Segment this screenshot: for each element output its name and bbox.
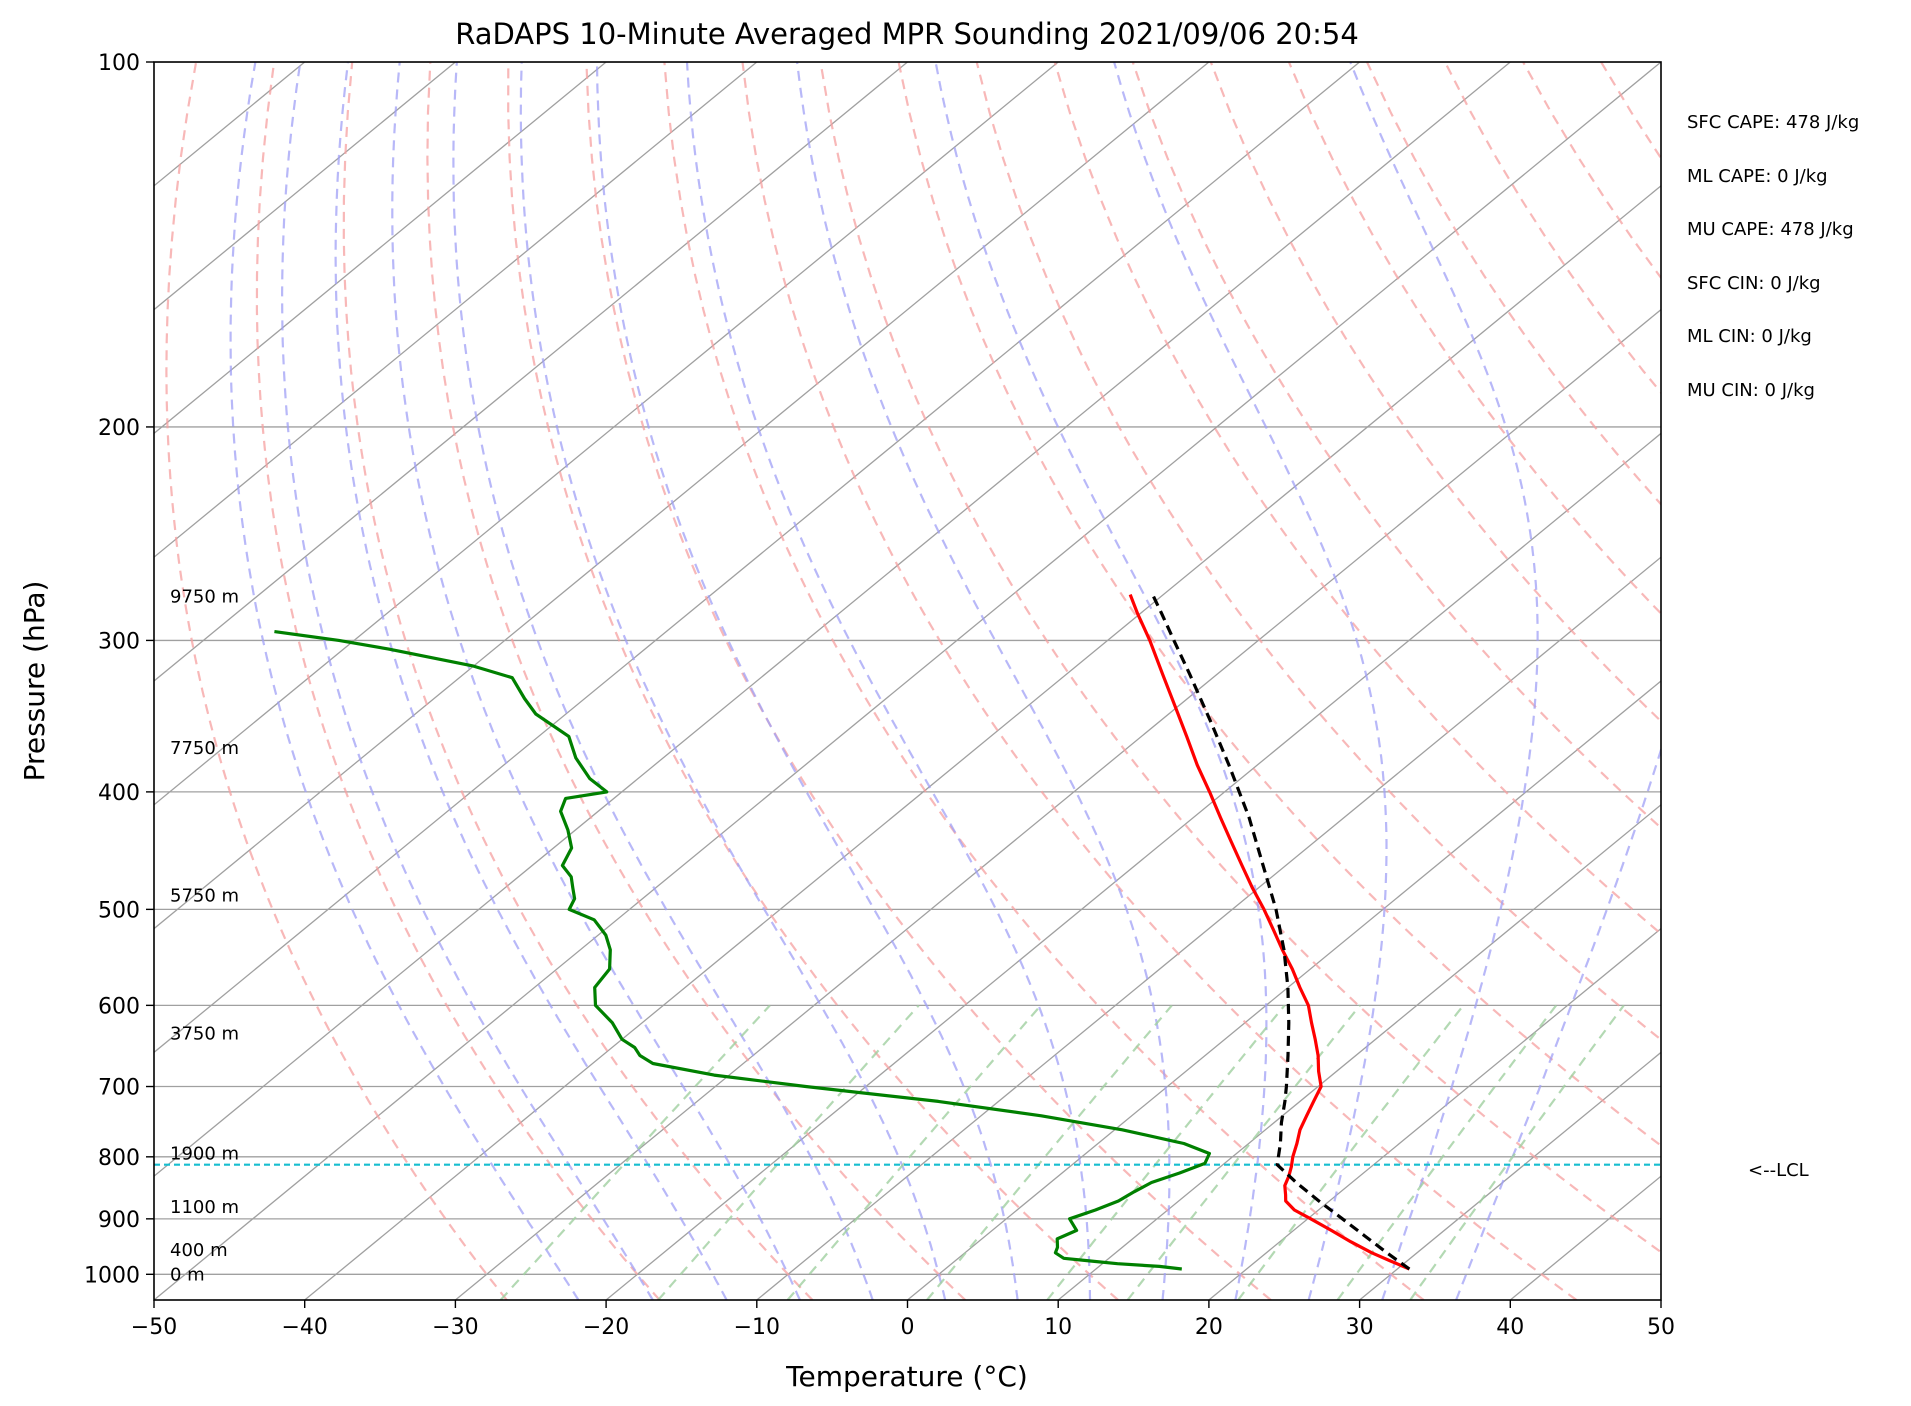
dry-adiabat <box>1131 62 1661 830</box>
mixing-ratio-line <box>1126 1004 1361 1300</box>
dry-adiabat <box>1053 62 1661 936</box>
isotherm-line <box>1208 927 1661 1300</box>
mixing-ratio-line <box>1046 1004 1286 1300</box>
stat-mu-cin: MU CIN: 0 J/kg <box>1687 380 1815 401</box>
dry-adiabat <box>507 62 1119 1300</box>
mixing-ratio-line <box>1409 1004 1625 1300</box>
isotherm-line <box>1660 1299 1661 1300</box>
isotherm-line <box>154 62 758 559</box>
x-tick-label: −10 <box>734 1315 780 1340</box>
moist-adiabat <box>229 62 580 1300</box>
mixing-ratio-line <box>657 1004 920 1300</box>
isotherm-line <box>1359 1051 1661 1300</box>
y-tick-label: 600 <box>98 994 140 1019</box>
dry-adiabat <box>1835 62 1911 1300</box>
y-tick-label: 700 <box>98 1076 140 1101</box>
height-label: 1100 m <box>170 1197 239 1218</box>
x-tick-label: 40 <box>1496 1315 1524 1340</box>
isotherm-line <box>154 62 607 435</box>
mixing-ratio-line <box>1237 1004 1465 1300</box>
isotherm-line <box>454 308 1661 1300</box>
x-tick-label: 20 <box>1195 1315 1223 1340</box>
stat-sfc-cin: SFC CIN: 0 J/kg <box>1687 273 1821 294</box>
moist-adiabat <box>280 62 654 1300</box>
x-tick-label: −40 <box>281 1315 327 1340</box>
isotherm-line <box>154 62 908 682</box>
dry-adiabat <box>1757 62 1911 1300</box>
series-layer <box>154 594 1661 1271</box>
height-label: 1900 m <box>170 1144 239 1165</box>
mixing-ratio-line <box>786 1004 1042 1300</box>
moist-adiabat <box>934 62 1268 1300</box>
isotherm-line <box>1057 803 1661 1300</box>
dewpoint-profile <box>274 630 1212 1271</box>
dry-adiabat <box>1679 62 1911 1300</box>
y-tick-label: 500 <box>98 898 140 923</box>
dry-adiabat <box>426 62 967 1300</box>
isotherm-line <box>154 62 1059 806</box>
isotherm-line <box>154 62 456 311</box>
isotherm-line <box>154 62 1661 1300</box>
x-axis-ticks: −50 −40 −30 −20 −10 0 10 20 30 40 50 <box>131 1300 1675 1340</box>
mixing-ratio-line <box>499 1004 771 1300</box>
isotherm-line <box>154 62 1361 1054</box>
height-label: 9750 m <box>170 587 239 608</box>
mixing-ratio-line <box>1336 1004 1557 1300</box>
dry-adiabat <box>741 62 1578 1300</box>
moist-adiabat <box>452 62 874 1300</box>
moist-adiabat <box>391 62 801 1300</box>
isotherm-line <box>907 680 1661 1300</box>
lcl-label: <--LCL <box>1748 1160 1809 1181</box>
dry-adiabat <box>1287 62 1661 616</box>
height-label: 0 m <box>170 1264 205 1285</box>
height-label: 3750 m <box>170 1024 239 1045</box>
stat-mu-cape: MU CAPE: 478 J/kg <box>1687 219 1854 240</box>
x-tick-label: −30 <box>432 1315 478 1340</box>
parcel-profile <box>1152 595 1411 1271</box>
moist-adiabat <box>519 62 947 1300</box>
y-tick-label: 1000 <box>84 1263 140 1288</box>
isotherm-line <box>154 62 1210 930</box>
x-tick-label: 50 <box>1647 1315 1675 1340</box>
isotherm-line <box>154 62 1511 1178</box>
y-axis-ticks: 100 200 300 400 500 600 700 800 900 1000 <box>84 51 154 1288</box>
x-tick-label: −50 <box>131 1315 177 1340</box>
y-tick-label: 800 <box>98 1146 140 1171</box>
y-tick-label: 200 <box>98 416 140 441</box>
x-tick-label: 0 <box>901 1315 915 1340</box>
height-label: 5750 m <box>170 885 239 906</box>
dry-adiabat <box>663 62 1425 1300</box>
dry-adiabat <box>165 62 508 1300</box>
x-tick-label: 10 <box>1044 1315 1072 1340</box>
dry-adiabat <box>255 62 661 1300</box>
stats-panel: SFC CAPE: 478 J/kg ML CAPE: 0 J/kg MU CA… <box>1687 112 1859 401</box>
background-lines <box>154 62 1911 1300</box>
height-label: 400 m <box>170 1240 228 1261</box>
y-tick-label: 400 <box>98 781 140 806</box>
temperature-profile <box>1128 594 1411 1271</box>
x-tick-label: −20 <box>583 1315 629 1340</box>
moist-adiabat <box>1455 62 1661 1300</box>
height-labels: 9750 m 7750 m 5750 m 3750 m 1900 m 1100 m 400 … <box>170 587 239 1286</box>
isotherm-line <box>304 184 1661 1300</box>
stat-sfc-cape: SFC CAPE: 478 J/kg <box>1687 112 1859 133</box>
y-tick-label: 900 <box>98 1208 140 1233</box>
stat-ml-cape: ML CAPE: 0 J/kg <box>1687 166 1828 187</box>
moist-adiabat <box>796 62 1171 1300</box>
y-axis-title: Pressure (hPa) <box>18 581 51 782</box>
x-axis-title: Temperature (°C) <box>785 1360 1028 1393</box>
stat-ml-cin: ML CIN: 0 J/kg <box>1687 326 1812 347</box>
y-tick-label: 100 <box>98 51 140 76</box>
y-tick-label: 300 <box>98 629 140 654</box>
chart-title: RaDAPS 10-Minute Averaged MPR Sounding 2… <box>455 17 1359 51</box>
moist-adiabat <box>1349 62 1539 1300</box>
moist-adiabat <box>595 62 1019 1300</box>
x-tick-label: 30 <box>1346 1315 1374 1340</box>
moist-adiabat <box>334 62 728 1300</box>
moist-adiabat <box>1113 62 1388 1300</box>
dry-adiabat <box>975 62 1661 1042</box>
height-label: 7750 m <box>170 738 239 759</box>
